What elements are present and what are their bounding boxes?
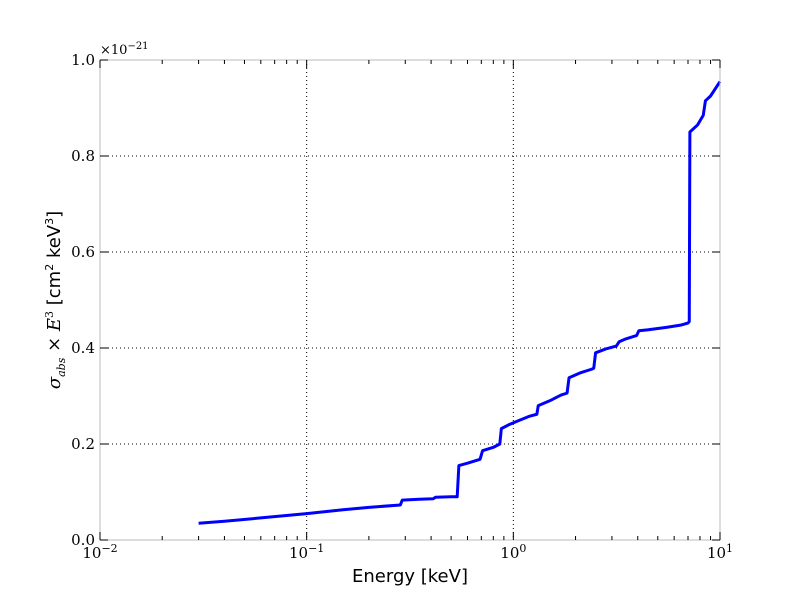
x-tick-label: 10−2	[82, 542, 117, 562]
plot-frame	[99, 59, 721, 541]
y-tick-label: 0.8	[71, 147, 95, 165]
y-tick-label: 0.4	[71, 339, 95, 357]
series-line	[198, 80, 722, 525]
x-axis-title: Energy [keV]	[352, 566, 468, 587]
y-axis-title: σabs × E3 [cm2 keV3]	[43, 211, 68, 389]
x-tick-label: 100	[500, 542, 526, 562]
x-tick-label: 10−1	[289, 542, 324, 562]
x-tick-label: 101	[707, 542, 733, 562]
y-tick-label: 0.6	[71, 243, 95, 261]
grid-lines	[100, 60, 720, 540]
x-tick-labels: 10−2 10−1 100 101	[82, 542, 733, 562]
y-axis-multiplier: ×10−21	[100, 41, 149, 58]
y-tick-label: 1.0	[71, 51, 95, 69]
y-tick-label: 0.2	[71, 435, 95, 453]
y-tick-labels: 0.0 0.2 0.4 0.6 0.8 1.0	[71, 51, 95, 549]
y-tick-label: 0.0	[71, 531, 95, 549]
axis-ticks	[99, 59, 721, 541]
